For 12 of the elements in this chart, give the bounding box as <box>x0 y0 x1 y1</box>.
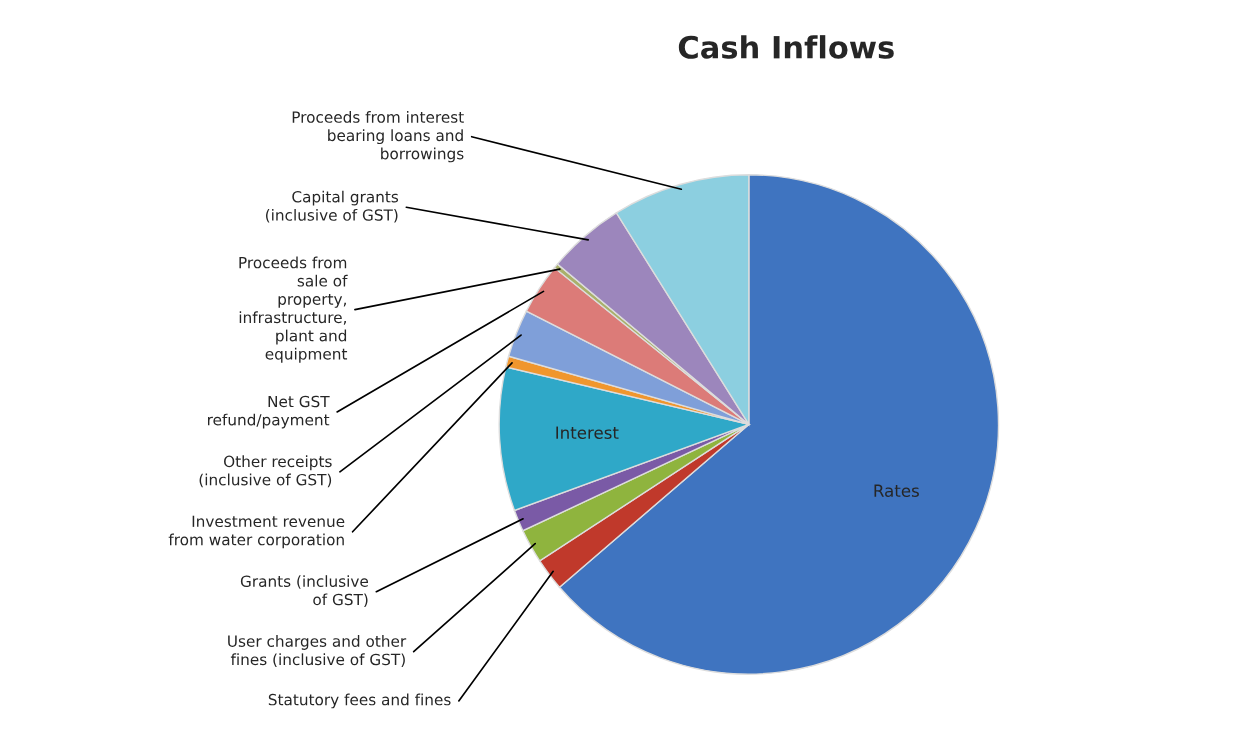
slice-label: Proceeds from sale of property, infrastructure, plant and equipment <box>239 256 348 363</box>
slice-label: Statutory fees and fines <box>268 693 451 709</box>
slice-label: Other receipts (inclusive of GST) <box>199 455 332 488</box>
slice-label: Grants (inclusive of GST) <box>240 575 369 608</box>
slice-label: Investment revenue from water corporation <box>168 515 345 549</box>
slice-label: Proceeds from interest bearing loans and borrowings <box>292 111 464 163</box>
slice-label: Interest <box>556 426 619 439</box>
slice-label: User charges and other fines (inclusive of GST) <box>228 635 407 667</box>
slice-label: Net GST refund/payment <box>208 395 330 429</box>
slice-label: Rates <box>874 484 919 497</box>
slice-label: Capital grants (inclusive of GST) <box>266 190 399 223</box>
chart-title: Cash Inflows <box>678 35 894 59</box>
